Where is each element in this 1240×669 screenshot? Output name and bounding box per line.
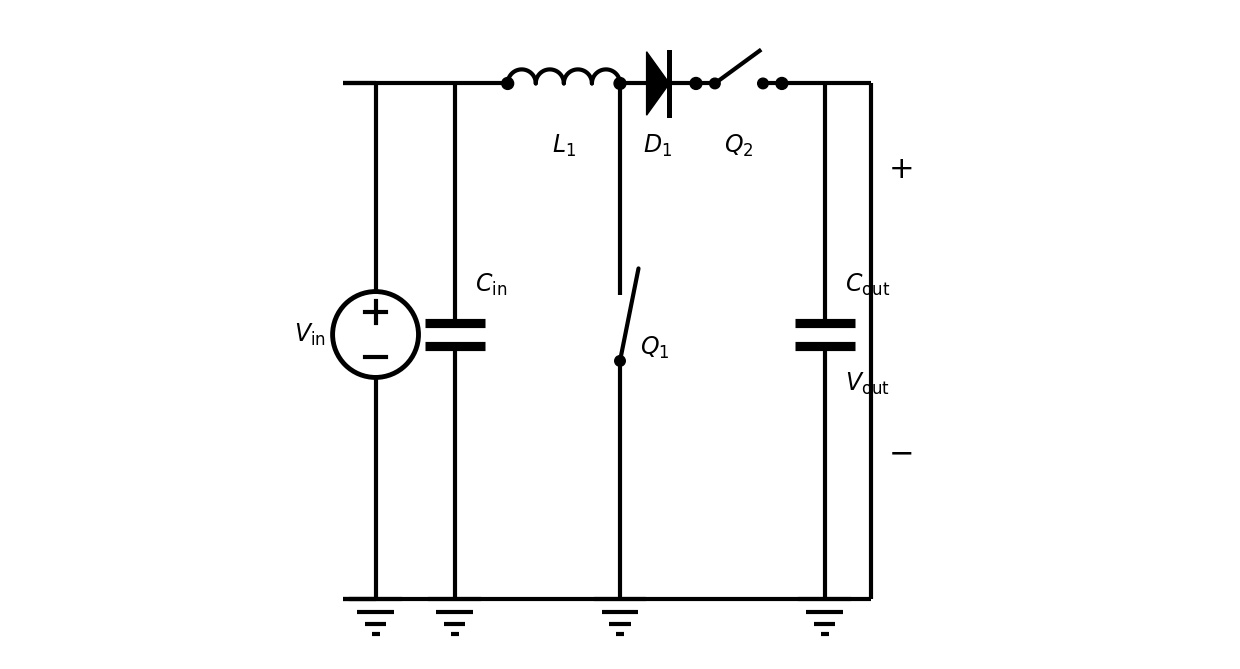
- Circle shape: [776, 78, 787, 90]
- Text: $V_{\rm out}$: $V_{\rm out}$: [844, 371, 889, 397]
- Text: $C_{\rm in}$: $C_{\rm in}$: [475, 272, 507, 298]
- Text: $Q_1$: $Q_1$: [640, 334, 670, 361]
- Polygon shape: [646, 52, 670, 115]
- Circle shape: [614, 78, 626, 90]
- Text: $L_1$: $L_1$: [552, 133, 575, 159]
- Circle shape: [502, 78, 513, 90]
- Text: $-$: $-$: [888, 439, 911, 468]
- Text: $D_1$: $D_1$: [644, 133, 672, 159]
- Circle shape: [615, 356, 625, 366]
- Text: $C_{\rm out}$: $C_{\rm out}$: [844, 272, 890, 298]
- Text: $Q_2$: $Q_2$: [724, 133, 754, 159]
- Circle shape: [709, 78, 720, 89]
- Text: $+$: $+$: [888, 155, 911, 184]
- Text: $V_{\rm in}$: $V_{\rm in}$: [294, 321, 326, 348]
- Circle shape: [689, 78, 702, 90]
- Circle shape: [758, 78, 769, 89]
